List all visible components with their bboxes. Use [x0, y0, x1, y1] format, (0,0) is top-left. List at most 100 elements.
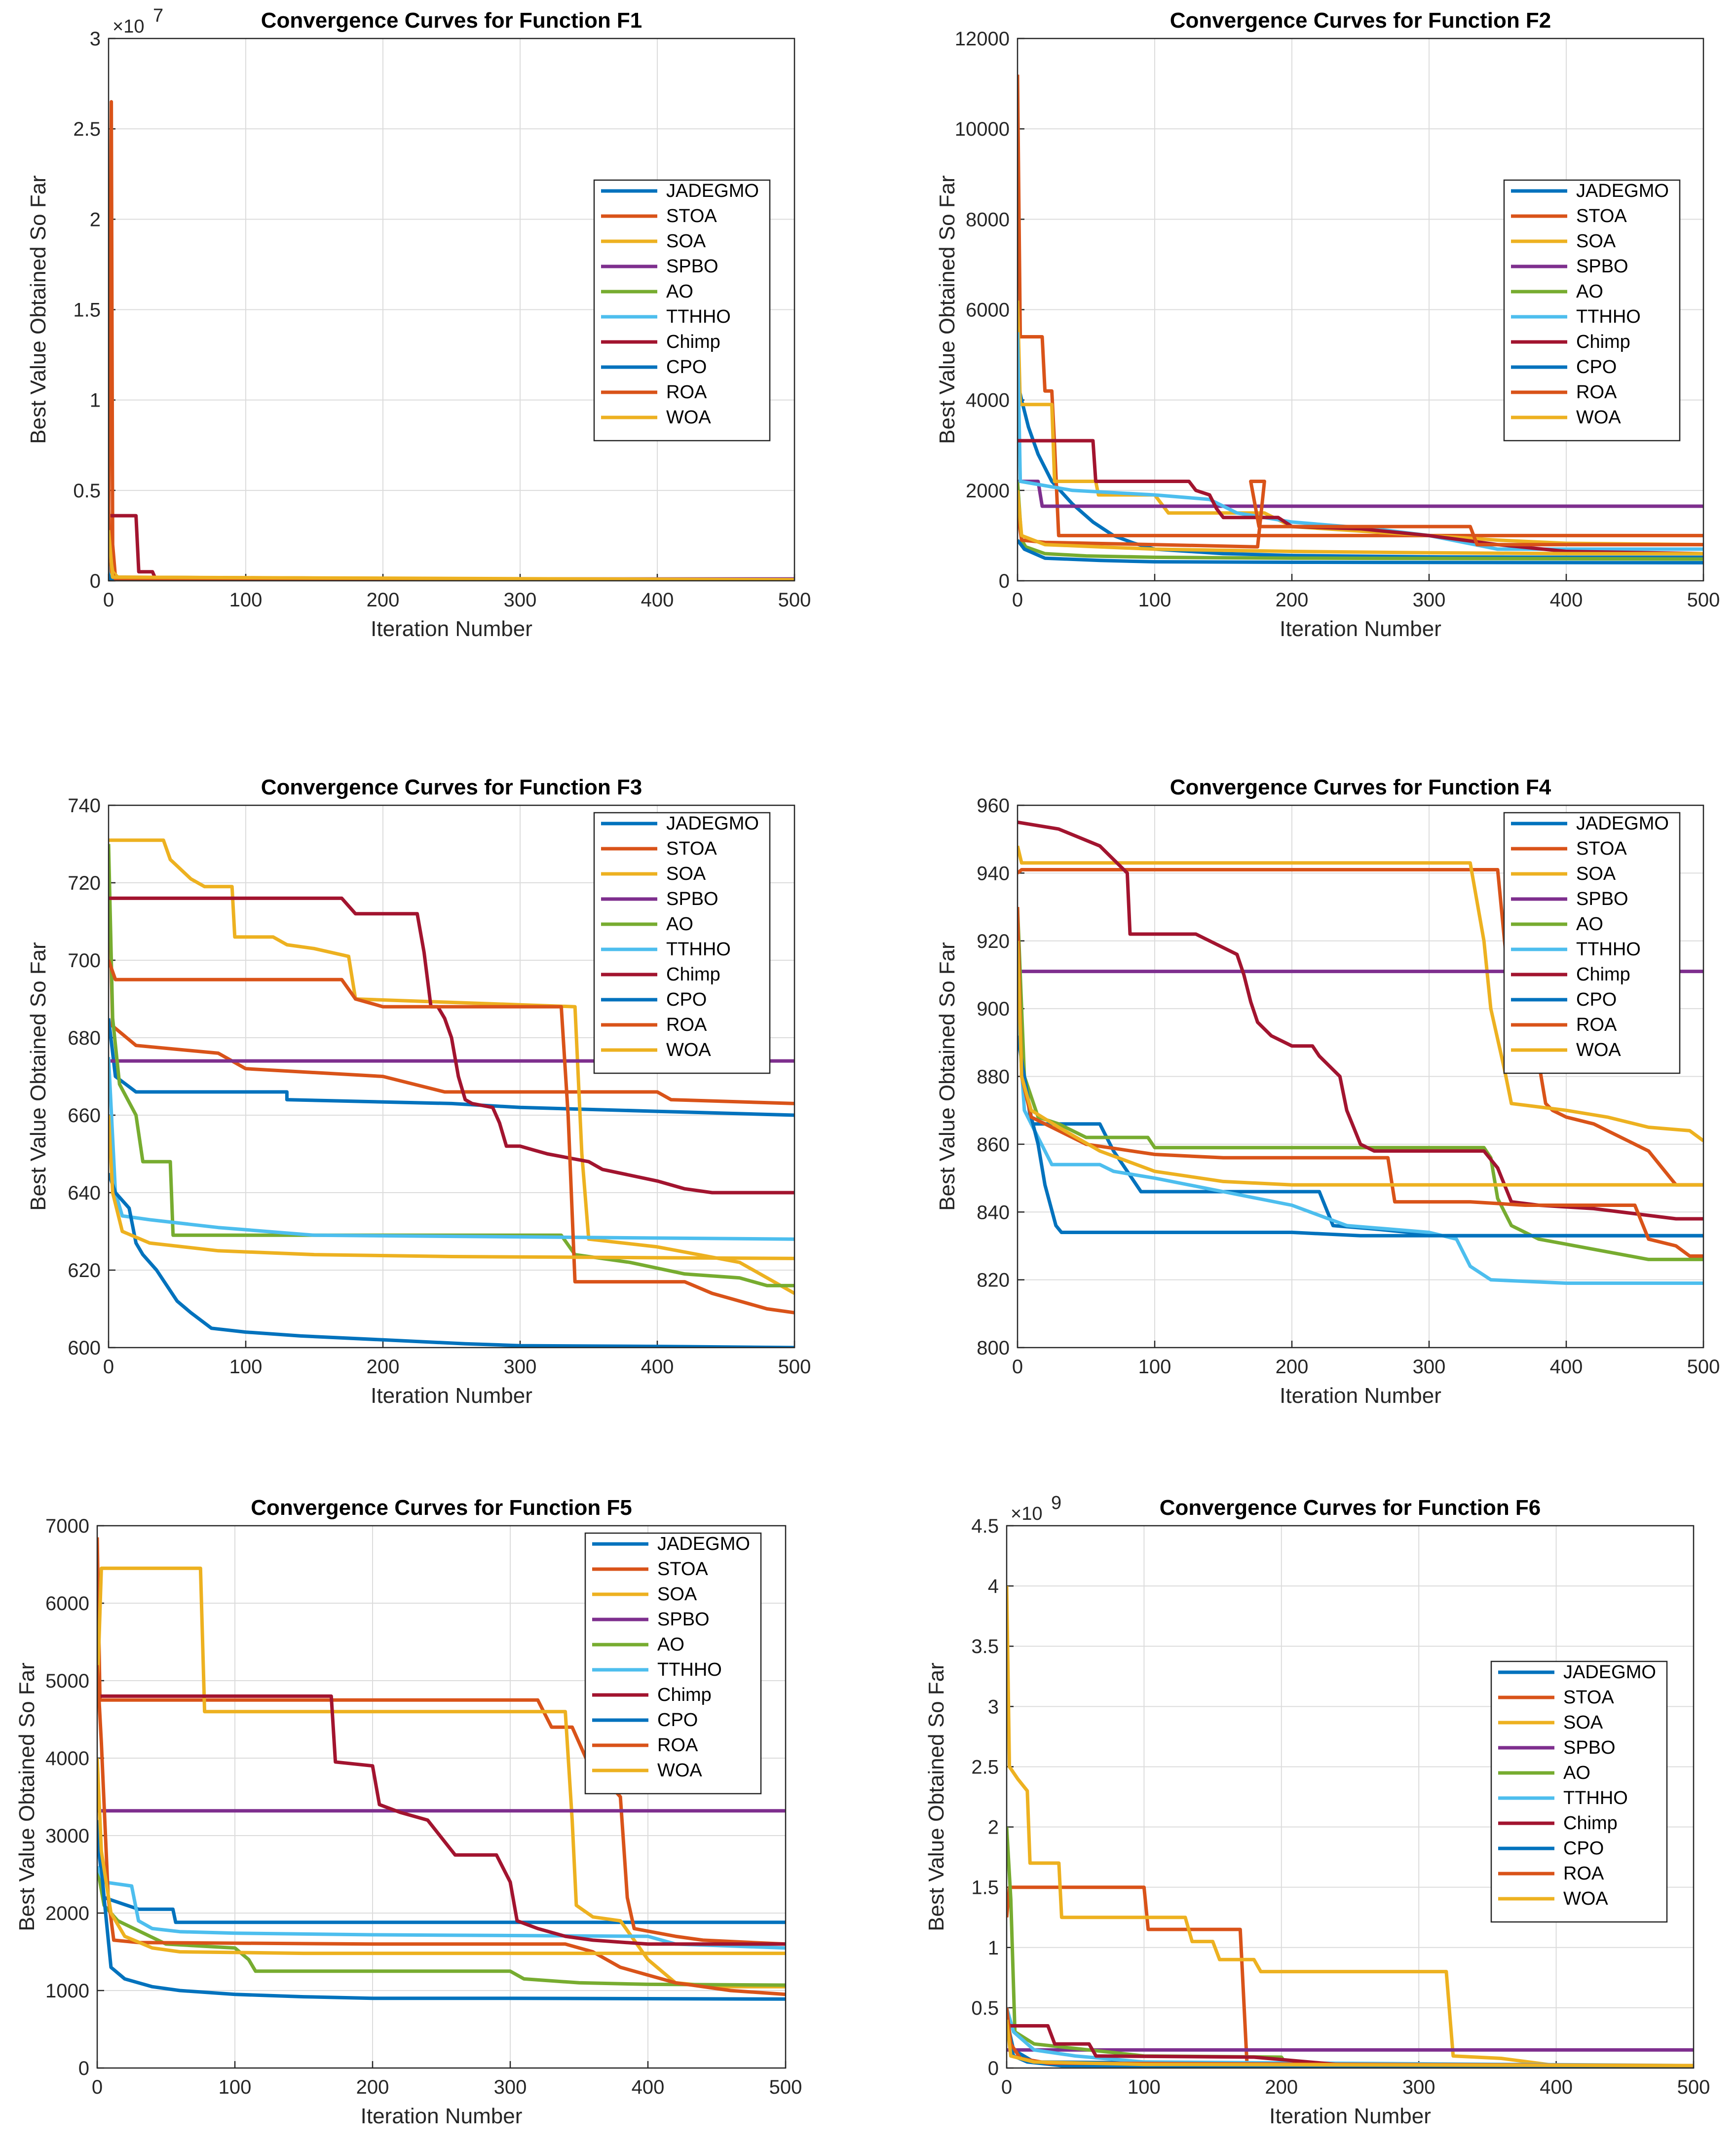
axes-frame	[108, 38, 795, 582]
legend-label: Chimp	[666, 964, 720, 985]
chart-1: 0 100 200 300 400 500 0 0.5 1 1.5 2 2.5 3 ×10 7 Converg…	[26, 5, 811, 641]
x-tick-label: 300	[494, 2076, 527, 2098]
x-tick-label: 100	[229, 589, 263, 611]
legend-label: TTHHO	[666, 939, 731, 960]
x-tick-label: 300	[504, 589, 537, 611]
legend-label: Chimp	[1563, 1813, 1618, 1834]
chart-5: 0 100 200 300 400 500010002000300040005000600…	[15, 1496, 802, 2128]
series-group	[109, 100, 794, 581]
x-tick-label: 500	[778, 1356, 811, 1378]
legend-label: SOA	[666, 231, 706, 252]
x-tick-label: 0	[103, 1356, 114, 1378]
chart-2: 0 100 200 300 400 500 0 2000 4000 6000 8000 10000 12…	[935, 8, 1720, 641]
legend-label: Chimp	[657, 1685, 712, 1705]
series-group	[97, 1537, 786, 2001]
y-tick-label: 840	[977, 1202, 1010, 1223]
x-axis-label: Iteration Number	[1280, 1384, 1441, 1408]
legend: JADEGMO STOA SOA SPBO AO TTHHO Chimp CPO ROA WOA	[1490, 1660, 1668, 1923]
legend: JADEGMO STOA SOA SPBO AO TTHHO Chimp CPO ROA WOA	[1503, 179, 1681, 442]
legend-label: TTHHO	[1563, 1788, 1628, 1808]
series-group	[1018, 75, 1703, 564]
legend-label: ROA	[1563, 1863, 1604, 1884]
y-tick-label: 0.5	[73, 480, 101, 502]
y-tick-label: 900	[977, 998, 1010, 1020]
legend-label: WOA	[666, 1040, 711, 1060]
axes-frame	[1017, 38, 1704, 582]
legend-box	[593, 179, 771, 442]
series-line-roa	[1018, 907, 1703, 1258]
legend-label: JADEGMO	[657, 1534, 750, 1554]
y-tick-label: 4000	[966, 390, 1010, 412]
axes-frame	[1006, 1525, 1695, 2069]
series-line-woa	[1007, 2019, 1694, 2068]
legend-label: WOA	[1563, 1888, 1608, 1909]
legend-label: CPO	[657, 1710, 698, 1730]
legend-label: SOA	[657, 1584, 697, 1605]
series-line-roa	[109, 959, 794, 1315]
series-line-soa	[109, 838, 794, 1295]
chart-3: 0 100 200 300 400 500 600 620 640 660 680 700 720 740…	[26, 775, 811, 1408]
x-tick-label: 200	[367, 1356, 400, 1378]
legend-label: STOA	[666, 838, 717, 859]
series-group	[1018, 820, 1703, 1285]
y-tick-label: 920	[977, 931, 1010, 952]
legend-box	[584, 1532, 762, 1795]
legend-label: CPO	[1576, 357, 1617, 377]
series-group	[1007, 1586, 1694, 2068]
x-axis-label: Iteration Number	[371, 617, 532, 641]
series-line-tthho	[97, 1866, 786, 1950]
y-tick-label: 800	[977, 1337, 1010, 1359]
y-tick-label: 860	[977, 1134, 1010, 1156]
axis-exponent: 9	[1051, 1493, 1061, 1513]
x-tick-label: 100	[219, 2076, 252, 2098]
y-axis-label: Best Value Obtained So Far	[935, 175, 959, 444]
legend-label: TTHHO	[1576, 939, 1641, 960]
y-tick-label: 1.5	[73, 300, 101, 321]
x-tick-label: 400	[1540, 2076, 1573, 2098]
y-tick-label: 2000	[966, 480, 1010, 502]
x-tick-label: 100	[229, 1356, 263, 1378]
y-tick-label: 12000	[955, 28, 1010, 50]
x-tick-label: 300	[504, 1356, 537, 1378]
legend-label: CPO	[1576, 989, 1617, 1010]
legend-label: AO	[666, 914, 693, 935]
y-tick-label: 0	[999, 570, 1010, 592]
chart-title: Convergence Curves for Function F5	[251, 1496, 632, 1520]
legend-label: STOA	[1576, 838, 1627, 859]
legend: JADEGMO STOA SOA SPBO AO TTHHO Chimp CPO ROA WOA	[1503, 812, 1681, 1074]
legend: JADEGMO STOA SOA SPBO AO TTHHO Chimp CPO ROA WOA	[593, 812, 771, 1074]
legend-label: SOA	[1576, 864, 1616, 884]
legend-label: STOA	[1576, 206, 1627, 226]
y-tick-label: 5000	[45, 1670, 89, 1692]
legend-label: STOA	[666, 206, 717, 226]
x-tick-label: 100	[1138, 589, 1171, 611]
legend-label: AO	[1576, 281, 1603, 302]
y-tick-label: 0	[78, 2058, 89, 2079]
legend-label: Chimp	[1576, 332, 1630, 352]
x-tick-label: 300	[1402, 2076, 1435, 2098]
series-line-woa	[1018, 940, 1703, 1187]
legend-label: JADEGMO	[1576, 813, 1669, 834]
legend-label: ROA	[666, 382, 707, 403]
legend-label: AO	[1563, 1763, 1590, 1783]
series-line-woa	[1018, 490, 1703, 556]
legend-label: ROA	[1576, 382, 1617, 403]
y-tick-label: 3	[988, 1696, 999, 1718]
y-tick-label: 0.5	[971, 1997, 999, 2019]
x-tick-label: 400	[1550, 589, 1583, 611]
y-tick-label: 4000	[45, 1748, 89, 1769]
series-line-chimp	[109, 896, 794, 1195]
x-tick-label: 200	[1276, 1356, 1309, 1378]
legend-label: STOA	[1563, 1687, 1614, 1708]
legend-label: SPBO	[1576, 256, 1628, 277]
legend-label: WOA	[657, 1760, 702, 1781]
x-tick-label: 400	[632, 2076, 665, 2098]
legend-label: SPBO	[1563, 1737, 1616, 1758]
chart-title: Convergence Curves for Function F3	[261, 775, 642, 799]
legend-label: JADEGMO	[666, 181, 759, 201]
legend-label: SPBO	[657, 1609, 710, 1630]
x-tick-label: 500	[1687, 589, 1720, 611]
x-tick-label: 500	[1677, 2076, 1710, 2098]
y-tick-label: 3	[90, 28, 101, 50]
